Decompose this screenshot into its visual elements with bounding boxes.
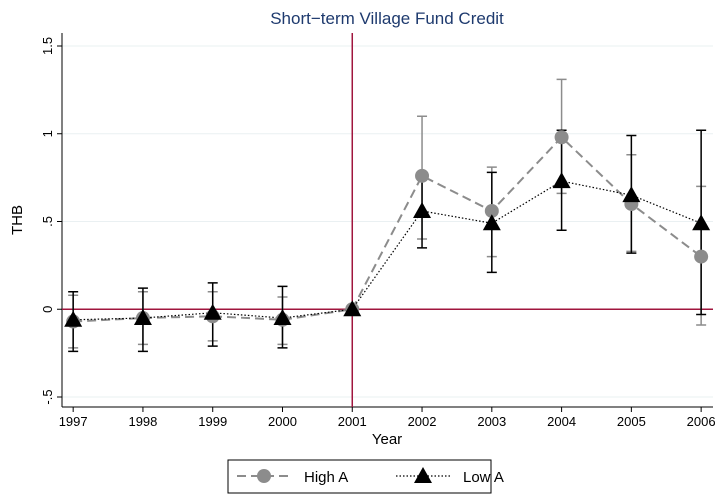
x-tick-label: 2006 — [687, 414, 716, 429]
y-tick-label: .5 — [40, 216, 55, 227]
x-tick-label: 2004 — [547, 414, 576, 429]
y-tick-label: 0 — [40, 306, 55, 313]
point — [694, 249, 709, 264]
x-tick-label: 1997 — [59, 414, 88, 429]
legend-label: Low A — [463, 469, 504, 486]
point — [64, 310, 83, 327]
x-tick-label: 1999 — [198, 414, 227, 429]
y-tick-label: 1.5 — [40, 37, 55, 55]
x-tick-label: 1998 — [128, 414, 157, 429]
series-line — [73, 180, 702, 321]
y-axis-label: THB — [9, 205, 26, 235]
point — [273, 309, 292, 326]
point — [622, 186, 641, 203]
point — [133, 309, 152, 326]
x-tick-label: 2001 — [338, 414, 367, 429]
x-tick-label: 2005 — [617, 414, 646, 429]
series-line — [73, 135, 702, 323]
x-tick-label: 2000 — [268, 414, 297, 429]
legend-marker — [414, 467, 432, 483]
y-tick-label: -.5 — [40, 389, 55, 404]
point — [484, 203, 499, 218]
legend-label: High A — [304, 469, 348, 486]
point — [203, 303, 222, 320]
point — [482, 214, 501, 231]
legend-marker — [257, 469, 271, 483]
chart-title: Short−term Village Fund Credit — [270, 9, 504, 28]
point — [552, 172, 571, 189]
y-tick-label: 1 — [40, 130, 55, 137]
point — [343, 300, 362, 317]
point — [413, 201, 432, 218]
point — [554, 130, 569, 145]
x-axis-label: Year — [372, 431, 402, 448]
x-tick-label: 2003 — [477, 414, 506, 429]
x-tick-label: 2002 — [408, 414, 437, 429]
point — [415, 168, 430, 183]
point — [692, 214, 711, 231]
